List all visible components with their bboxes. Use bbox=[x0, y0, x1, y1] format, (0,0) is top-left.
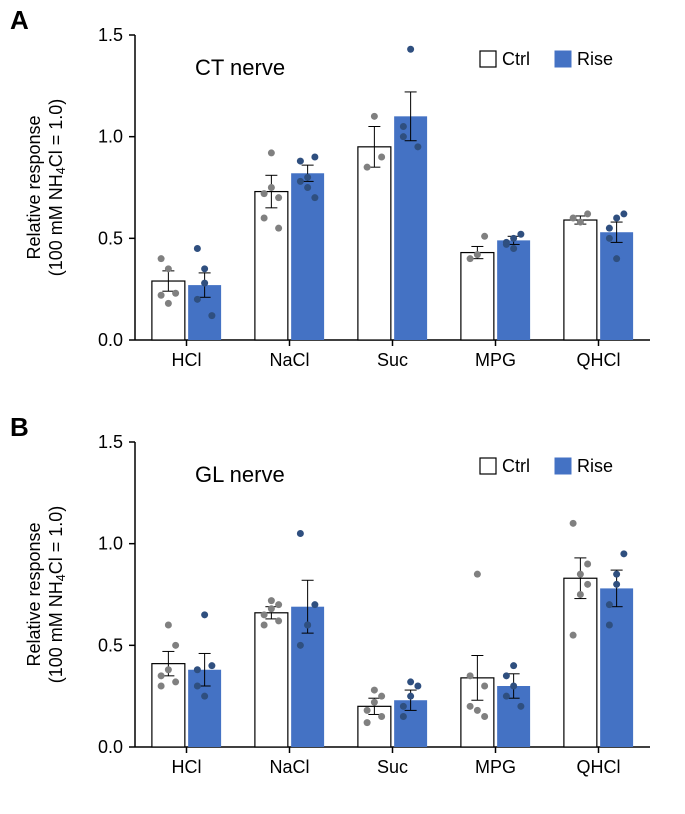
panel-b: B 0.00.51.01.5Relative response(100 mM N… bbox=[0, 407, 685, 814]
svg-text:Relative response: Relative response bbox=[24, 522, 44, 666]
panel-b-chart: 0.0 0.5 1.0 1.5 Relative response(100 mM NH4… bbox=[0, 407, 685, 814]
svg-text:Ctrl: Ctrl bbox=[502, 456, 530, 476]
svg-text:MPG: MPG bbox=[475, 757, 516, 777]
figure: A 0.00.51.01.5Relative response(100 mM N… bbox=[0, 0, 685, 814]
svg-text:HCl: HCl bbox=[172, 757, 202, 777]
svg-text:1.5: 1.5 bbox=[98, 25, 123, 45]
svg-text:QHCl: QHCl bbox=[577, 757, 621, 777]
svg-text:1.0: 1.0 bbox=[98, 534, 123, 554]
svg-text:Suc: Suc bbox=[377, 757, 408, 777]
svg-text:Suc: Suc bbox=[377, 350, 408, 370]
svg-text:NaCl: NaCl bbox=[269, 757, 309, 777]
svg-text:Rise: Rise bbox=[577, 49, 613, 69]
svg-text:Ctrl: Ctrl bbox=[502, 49, 530, 69]
svg-text:Relative response: Relative response bbox=[24, 115, 44, 259]
svg-text:HCl: HCl bbox=[172, 350, 202, 370]
svg-text:0.5: 0.5 bbox=[98, 635, 123, 655]
svg-text:MPG: MPG bbox=[475, 350, 516, 370]
panel-a: A 0.00.51.01.5Relative response(100 mM N… bbox=[0, 0, 685, 407]
svg-text:CT nerve: CT nerve bbox=[195, 55, 285, 80]
svg-text:1.0: 1.0 bbox=[98, 127, 123, 147]
svg-text:NaCl: NaCl bbox=[269, 350, 309, 370]
svg-text:GL nerve: GL nerve bbox=[195, 462, 285, 487]
svg-text:Rise: Rise bbox=[577, 456, 613, 476]
svg-text:1.5: 1.5 bbox=[98, 432, 123, 452]
svg-text:0.0: 0.0 bbox=[98, 330, 123, 350]
panel-a-chart: 0.0 0.5 1.0 1.5 Relative response(100 mM NH4… bbox=[0, 0, 685, 407]
svg-text:(100 mM NH4Cl = 1.0): (100 mM NH4Cl = 1.0) bbox=[46, 506, 68, 684]
svg-text:QHCl: QHCl bbox=[577, 350, 621, 370]
svg-text:0.0: 0.0 bbox=[98, 737, 123, 757]
svg-text:0.5: 0.5 bbox=[98, 228, 123, 248]
svg-text:(100 mM NH4Cl = 1.0): (100 mM NH4Cl = 1.0) bbox=[46, 99, 68, 277]
